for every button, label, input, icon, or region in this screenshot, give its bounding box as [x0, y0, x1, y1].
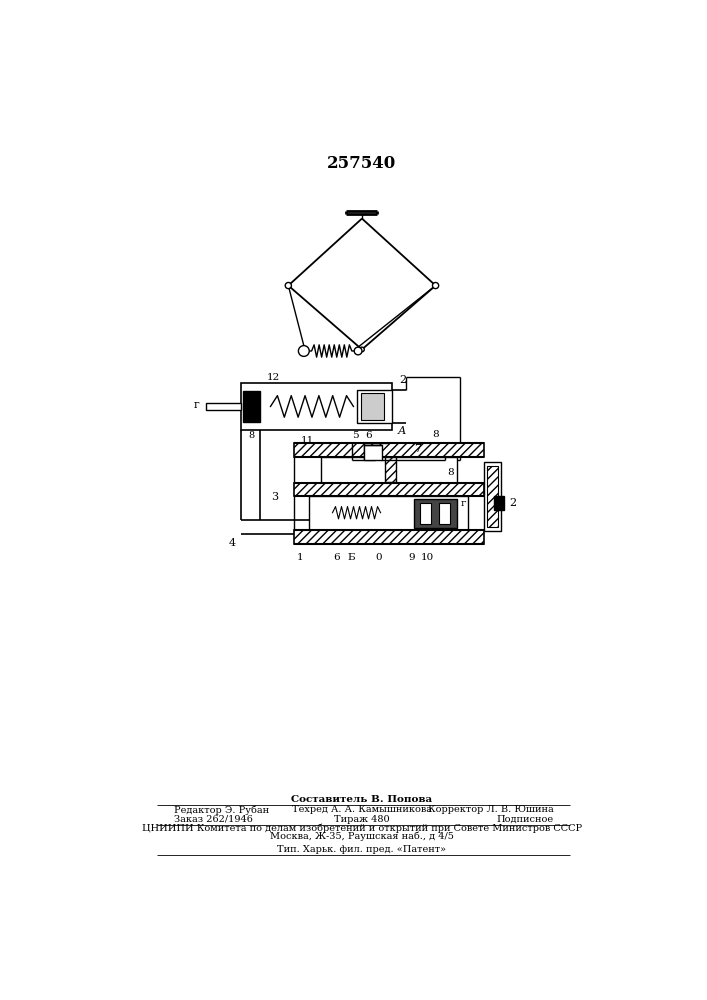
Text: Составитель В. Попова: Составитель В. Попова [291, 795, 433, 804]
Text: 8: 8 [248, 431, 255, 440]
Text: ЦНИИПИ Комитета по делам изобретений и открытий при Совете Министров СССР: ЦНИИПИ Комитета по делам изобретений и о… [142, 824, 582, 833]
Circle shape [298, 346, 309, 356]
Bar [363, 445, 382, 460]
Bar [361, 393, 385, 420]
Circle shape [360, 347, 364, 352]
Text: 10: 10 [421, 553, 433, 562]
Text: Техред А. А. Камышникова: Техред А. А. Камышникова [292, 805, 432, 814]
Text: Подписное: Подписное [496, 815, 554, 824]
Text: 5: 5 [352, 431, 359, 440]
Bar [293, 483, 484, 496]
Text: г: г [193, 400, 199, 410]
Bar [357, 389, 392, 423]
Text: 8: 8 [447, 468, 454, 477]
Circle shape [285, 282, 291, 289]
Text: 8: 8 [432, 430, 439, 439]
Text: 6: 6 [366, 431, 373, 440]
Text: 7: 7 [414, 444, 421, 454]
Bar [241, 383, 392, 430]
Bar [484, 462, 501, 531]
Bar [309, 496, 468, 530]
Circle shape [433, 282, 438, 289]
Bar [486, 466, 498, 527]
Bar [293, 530, 484, 544]
Circle shape [354, 347, 362, 355]
Text: 4: 4 [228, 538, 235, 548]
Text: 2: 2 [399, 375, 407, 385]
Text: 6: 6 [333, 553, 339, 562]
Bar [243, 391, 259, 422]
Text: 12: 12 [267, 373, 280, 382]
Text: Москва, Ж-35, Раушская наб., д 4/5: Москва, Ж-35, Раушская наб., д 4/5 [270, 831, 454, 841]
Bar [293, 443, 484, 457]
Bar [414, 499, 457, 528]
Text: 3: 3 [271, 492, 278, 502]
Text: А: А [398, 426, 407, 436]
Text: Заказ 262/1946: Заказ 262/1946 [174, 815, 252, 824]
Text: Редактор Э. Рубан: Редактор Э. Рубан [174, 805, 269, 815]
Text: 2: 2 [510, 498, 517, 508]
Bar [206, 403, 241, 410]
Bar [420, 503, 431, 524]
Text: 11: 11 [300, 436, 313, 445]
Text: 9: 9 [408, 553, 415, 562]
Text: 257540: 257540 [327, 155, 397, 172]
Text: 0: 0 [375, 553, 382, 562]
Text: Б: Б [347, 553, 355, 562]
Bar [494, 496, 504, 510]
Text: г: г [461, 499, 466, 508]
Text: Корректор Л. В. Юшина: Корректор Л. В. Юшина [428, 805, 554, 814]
Bar [321, 457, 457, 483]
Text: 1: 1 [297, 553, 303, 562]
Text: Тип. Харьк. фил. пред. «Патент»: Тип. Харьк. фил. пред. «Патент» [277, 845, 446, 854]
Text: Тираж 480: Тираж 480 [334, 815, 390, 824]
Bar [440, 503, 450, 524]
Bar [385, 457, 396, 482]
